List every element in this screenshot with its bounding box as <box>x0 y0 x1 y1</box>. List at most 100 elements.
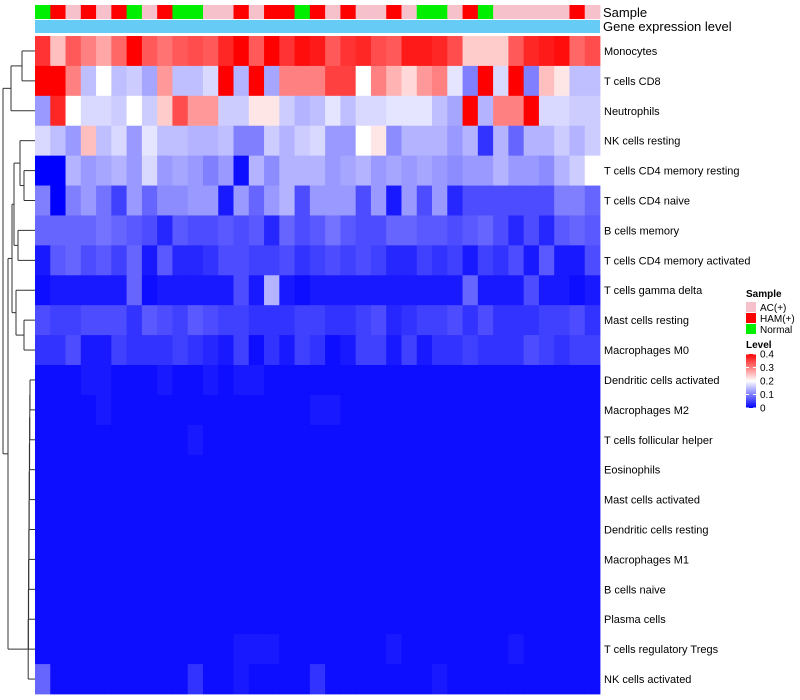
heatmap-cell <box>96 394 112 426</box>
heatmap-cell <box>202 215 219 246</box>
heatmap-cell <box>233 155 250 186</box>
heatmap-cell <box>35 65 51 97</box>
heatmap-cell <box>126 544 143 575</box>
heatmap-cell <box>279 664 295 695</box>
heatmap-cell <box>172 215 189 246</box>
heatmap-cell <box>416 305 433 336</box>
heatmap-cell <box>386 604 402 635</box>
heatmap-cell <box>279 394 295 426</box>
heatmap-cell <box>355 365 372 396</box>
heatmap-cell <box>477 514 494 545</box>
heatmap-cell <box>111 305 128 336</box>
heatmap-cell <box>355 544 372 575</box>
heatmap-cell <box>355 394 372 426</box>
heatmap-cell <box>569 65 586 97</box>
heatmap-cell <box>432 604 448 635</box>
heatmap-cell <box>416 275 433 306</box>
heatmap-cell <box>370 125 387 157</box>
sample-annotation-cell <box>35 5 51 19</box>
heatmap-cell <box>386 245 402 276</box>
heatmap-cell <box>355 215 372 246</box>
heatmap-cell <box>202 65 219 97</box>
heatmap-cell <box>340 275 357 306</box>
sample-annotation-cell <box>538 5 555 19</box>
heatmap-cell <box>401 394 418 426</box>
heatmap-cell <box>386 634 402 665</box>
heatmap-cell <box>538 365 555 396</box>
heatmap-cell <box>50 544 66 575</box>
heatmap-cell <box>279 484 295 515</box>
heatmap-cell <box>508 275 525 306</box>
heatmap-cell <box>340 544 357 575</box>
sample-annotation-cell <box>264 5 280 19</box>
heatmap-cell <box>80 664 97 695</box>
heatmap-cell <box>50 275 66 306</box>
heatmap-cell <box>462 664 479 695</box>
heatmap-cell <box>279 424 295 456</box>
heatmap-cell <box>370 245 387 276</box>
heatmap-cell <box>264 305 280 336</box>
heatmap-cell <box>447 424 463 456</box>
heatmap-cell <box>233 484 250 515</box>
heatmap-cell <box>248 65 265 97</box>
heatmap-cell <box>202 335 219 366</box>
heatmap-cell <box>141 634 158 665</box>
heatmap-cell <box>80 604 97 635</box>
heatmap-cell <box>141 305 158 336</box>
heatmap-cell <box>584 634 601 665</box>
heatmap-cell <box>325 544 341 575</box>
heatmap-cell <box>538 305 555 336</box>
heatmap-cell <box>462 394 479 426</box>
heatmap-cell <box>340 155 357 186</box>
heatmap-cell <box>370 664 387 695</box>
heatmap-cell <box>447 664 463 695</box>
heatmap-cell <box>462 454 479 486</box>
heatmap-cell <box>447 394 463 426</box>
heatmap-cell <box>35 454 51 486</box>
heatmap-cell <box>233 275 250 306</box>
heatmap-cell <box>35 335 51 366</box>
heatmap-cell <box>584 454 601 486</box>
heatmap-cell <box>309 454 326 486</box>
heatmap-cell <box>309 664 326 695</box>
heatmap-cell <box>96 185 112 216</box>
heatmap-cell <box>65 454 82 486</box>
heatmap-cell <box>202 664 219 695</box>
sample-annotation-cell <box>141 5 158 19</box>
sample-annotation-cell <box>386 5 402 19</box>
heatmap-cell <box>370 215 387 246</box>
heatmap-cell <box>294 36 311 67</box>
row-label: B cells naive <box>604 584 666 596</box>
heatmap-cell <box>218 95 234 127</box>
heatmap-cell <box>187 275 204 306</box>
heatmap-cell <box>65 215 82 246</box>
heatmap-cell <box>538 275 555 306</box>
heatmap-cell <box>126 335 143 366</box>
heatmap-cell <box>401 155 418 186</box>
heatmap-cell <box>462 604 479 635</box>
heatmap-cell <box>584 604 601 635</box>
heatmap-cell <box>493 574 509 605</box>
heatmap-cell <box>554 394 570 426</box>
heatmap-cell <box>508 424 525 456</box>
heatmap-cell <box>126 634 143 665</box>
heatmap-cell <box>447 335 463 366</box>
heatmap-cell <box>370 65 387 97</box>
heatmap-cell <box>35 634 51 665</box>
heatmap-cell <box>493 634 509 665</box>
heatmap-cell <box>309 544 326 575</box>
heatmap-cell <box>157 484 173 515</box>
row-label: T cells CD4 memory activated <box>604 255 751 267</box>
heatmap-cell <box>172 454 189 486</box>
heatmap-cell <box>477 125 494 157</box>
heatmap-cell <box>218 634 234 665</box>
sample-annotation-cell <box>172 5 189 19</box>
heatmap-cell <box>96 245 112 276</box>
heatmap-cell <box>432 514 448 545</box>
row-label: NK cells resting <box>604 136 680 148</box>
sample-annotation-cell <box>462 5 479 19</box>
heatmap-cell <box>584 365 601 396</box>
heatmap-cell <box>508 514 525 545</box>
heatmap-cell <box>493 604 509 635</box>
heatmap-cell <box>447 634 463 665</box>
